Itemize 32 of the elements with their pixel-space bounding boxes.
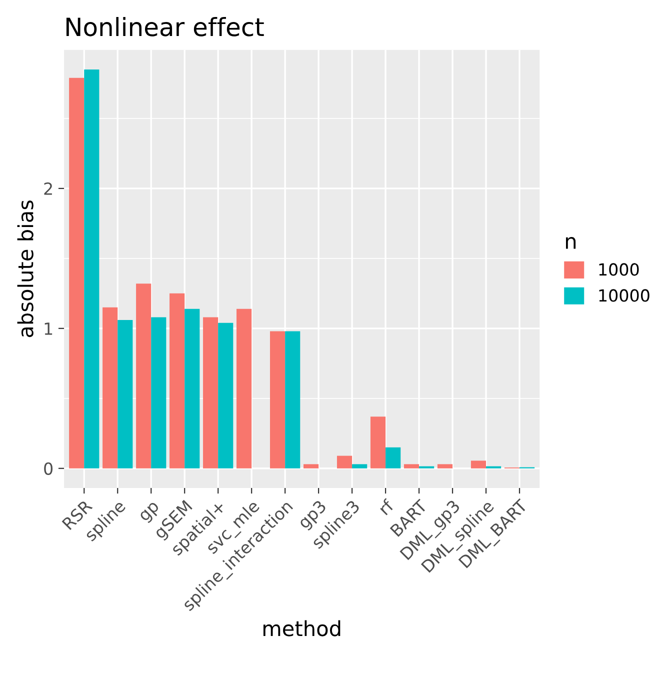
bar — [404, 464, 420, 468]
chart-title: Nonlinear effect — [66, 16, 264, 36]
bar — [285, 331, 300, 468]
bar — [203, 317, 218, 468]
bar — [184, 308, 200, 468]
bar — [136, 284, 152, 468]
bar — [69, 78, 84, 468]
bar — [470, 460, 486, 468]
y-axis-title: absolute bias — [17, 200, 34, 338]
bar — [270, 331, 286, 468]
bar — [151, 317, 166, 468]
bar — [386, 447, 401, 468]
x-axis-title: method — [263, 620, 340, 636]
bar — [303, 464, 319, 468]
legend-title: n — [566, 237, 576, 249]
bar — [236, 308, 252, 468]
legend-label: 10000 — [599, 289, 650, 302]
bar — [336, 456, 352, 468]
bar — [84, 69, 100, 468]
bar — [102, 307, 118, 468]
bar — [170, 293, 185, 468]
bar — [218, 322, 234, 468]
y-tick-label: 2 — [44, 182, 52, 195]
bar — [118, 320, 133, 468]
bar — [370, 416, 386, 468]
x-tick-label: rf — [378, 498, 395, 516]
x-tick-label: gp — [139, 501, 162, 524]
legend-label: 1000 — [599, 263, 639, 276]
bar — [352, 464, 368, 468]
bar — [437, 464, 453, 468]
y-tick-label: 0 — [44, 462, 53, 475]
y-tick-label: 1 — [44, 322, 52, 335]
